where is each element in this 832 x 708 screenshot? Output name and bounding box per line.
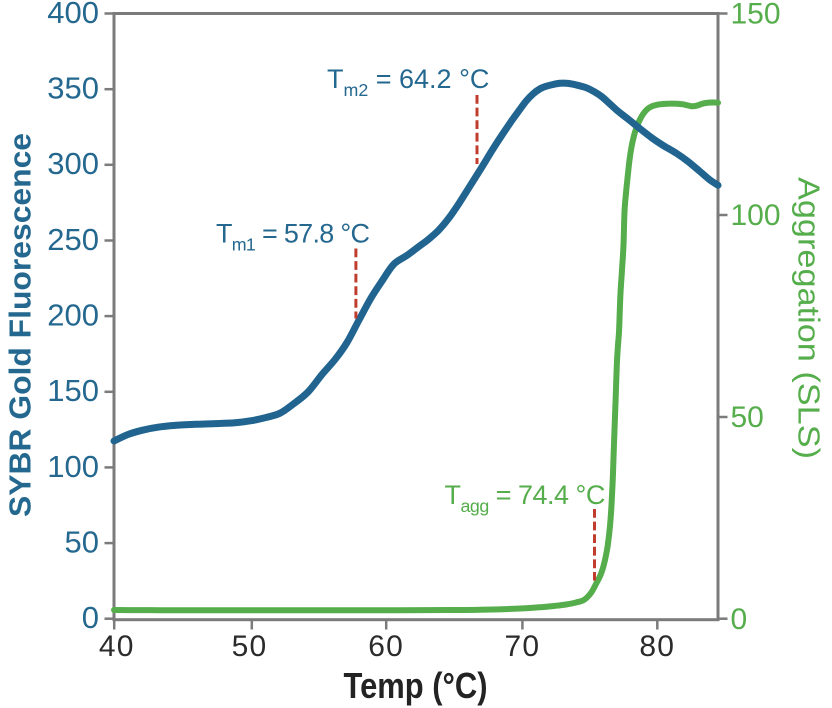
svg-text:150: 150 xyxy=(731,0,781,31)
svg-text:300: 300 xyxy=(47,146,99,181)
svg-text:70: 70 xyxy=(505,630,541,663)
svg-text:200: 200 xyxy=(47,298,99,333)
svg-text:50: 50 xyxy=(65,525,99,560)
svg-text:Temp (°C): Temp (°C) xyxy=(344,665,488,706)
svg-text:60: 60 xyxy=(368,630,404,663)
svg-text:150: 150 xyxy=(47,373,99,408)
svg-text:SYBR Gold Fluorescence: SYBR Gold Fluorescence xyxy=(3,133,38,517)
svg-text:350: 350 xyxy=(47,71,99,106)
svg-text:0: 0 xyxy=(82,600,99,635)
svg-text:400: 400 xyxy=(47,0,99,30)
svg-text:40: 40 xyxy=(99,630,135,663)
svg-text:100: 100 xyxy=(47,449,99,484)
svg-text:80: 80 xyxy=(639,630,675,663)
svg-text:100: 100 xyxy=(731,199,781,232)
svg-text:50: 50 xyxy=(232,630,268,663)
svg-text:0: 0 xyxy=(731,603,748,636)
svg-text:50: 50 xyxy=(731,401,764,434)
svg-text:Aggregation (SLS): Aggregation (SLS) xyxy=(792,177,827,459)
svg-text:250: 250 xyxy=(47,222,99,257)
